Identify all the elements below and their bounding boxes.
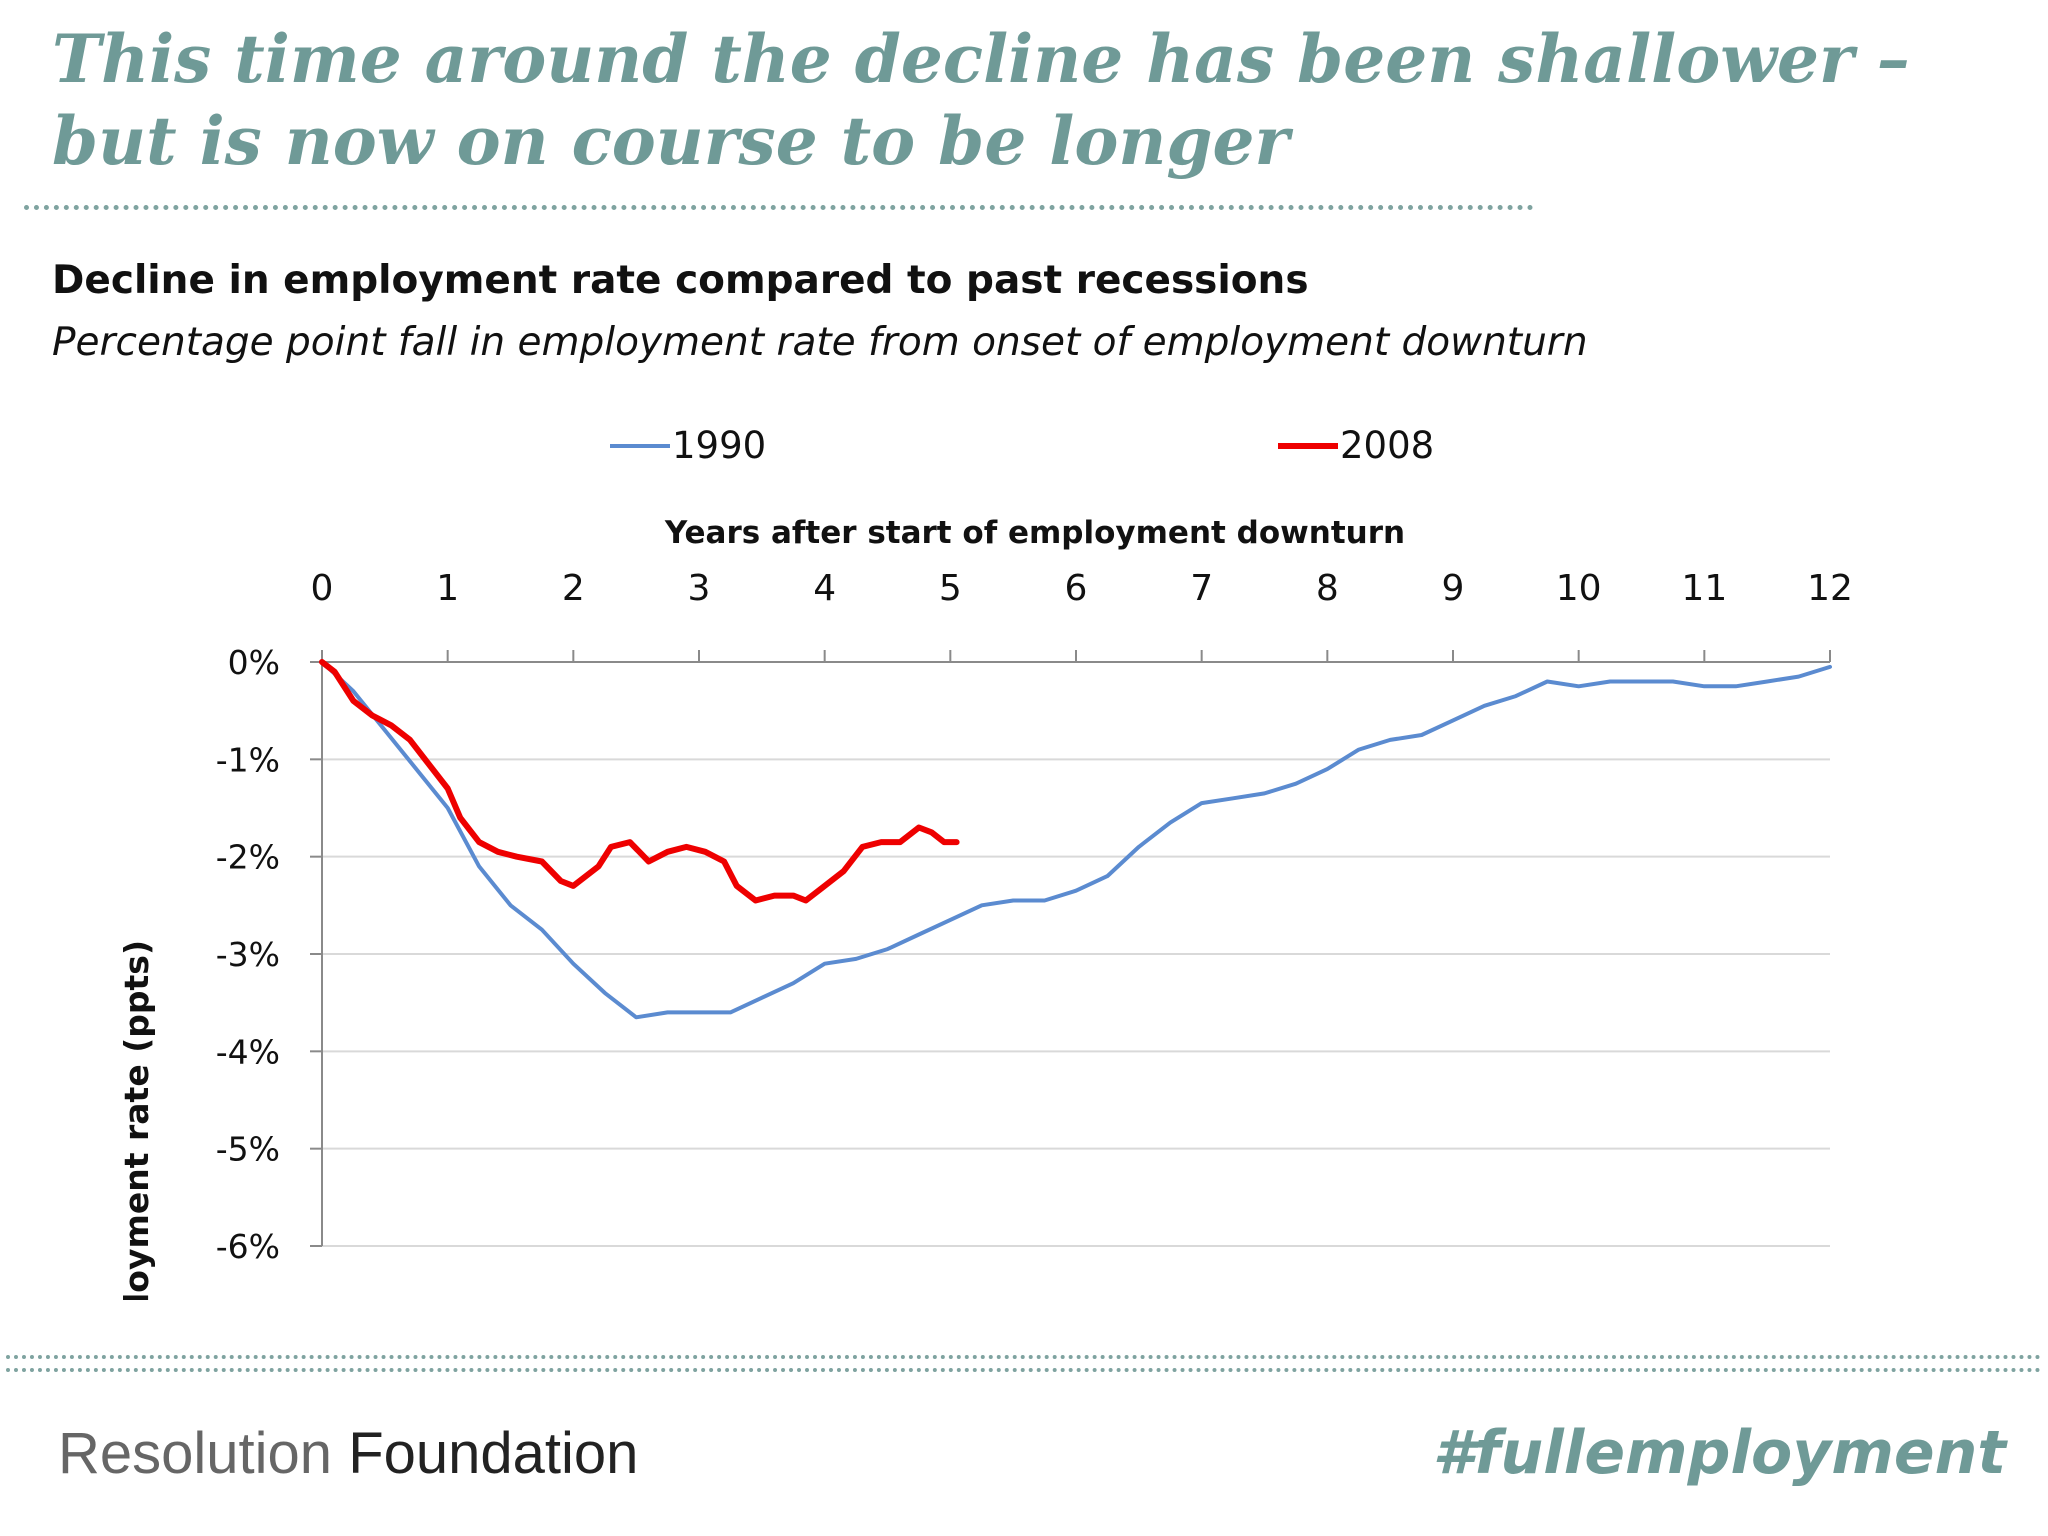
series-line-2008 [319, 659, 960, 904]
chart-title: Decline in employment rate compared to p… [52, 258, 1309, 303]
slide-title: This time around the decline has been sh… [52, 20, 1910, 180]
y-tick-label: 0% [228, 643, 280, 682]
x-tick-label: 10 [1556, 568, 1602, 609]
x-axis-label: Years after start of employment downturn [664, 515, 1405, 551]
y-axis-label: Decline in employment rate (ppts) [117, 940, 156, 1300]
x-tick-label: 0 [311, 568, 334, 609]
chart-subtitle: Percentage point fall in employment rate… [52, 320, 1588, 365]
x-tick-label: 5 [939, 568, 962, 609]
resolution-foundation-logo: Resolution Foundation [58, 1420, 638, 1487]
logo-word-foundation: Foundation [348, 1421, 639, 1486]
x-tick-label: 12 [1807, 568, 1853, 609]
y-tick-label: -6% [216, 1227, 280, 1266]
y-tick-label: -1% [216, 740, 280, 779]
logo-word-resolution: Resolution [58, 1421, 333, 1486]
x-tick-label: 11 [1681, 568, 1727, 609]
line-chart: 0%-1%-2%-3%-4%-5%-6%0 1 2 3 4 5 6 7 8 9 10 11 12 199… [117, 424, 1853, 1300]
top-dotted-divider [24, 205, 1534, 210]
series-line-1990 [320, 660, 1832, 1020]
y-tick-label: -3% [216, 935, 280, 974]
x-tick-label: 4 [813, 568, 836, 609]
x-tick-label: 8 [1316, 568, 1339, 609]
x-tick-label: 1 [436, 568, 459, 609]
y-tick-label: -4% [216, 1032, 280, 1071]
bottom-dotted-divider-1 [6, 1355, 2042, 1359]
hashtag: #fullemployment [1432, 1418, 2006, 1488]
legend-label-2008: 2008 [1340, 424, 1434, 467]
x-tick-label: 9 [1442, 568, 1465, 609]
legend-label-1990: 1990 [672, 424, 766, 467]
x-tick-label: 6 [1065, 568, 1088, 609]
y-tick-label: -5% [216, 1130, 280, 1169]
x-tick-label: 3 [688, 568, 711, 609]
x-tick-label: 7 [1190, 568, 1213, 609]
bottom-dotted-divider-2 [6, 1368, 2042, 1372]
x-tick-label: 2 [562, 568, 585, 609]
y-tick-label: -2% [216, 838, 280, 877]
